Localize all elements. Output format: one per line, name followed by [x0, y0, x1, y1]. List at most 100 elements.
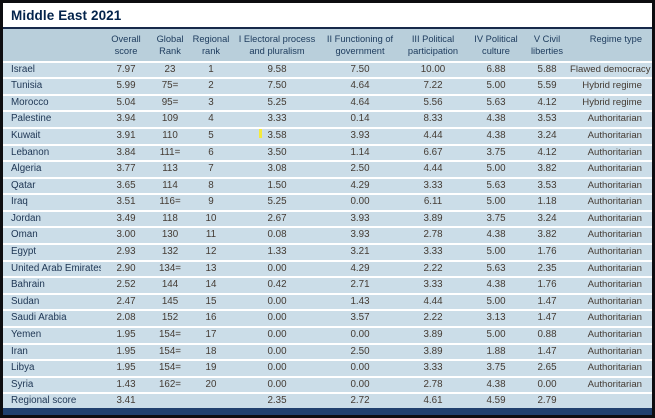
overall-cell: 2.08 [101, 309, 151, 327]
country-cell: Lebanon [3, 143, 101, 161]
regime-cell: Authoritarian [569, 292, 652, 310]
regime-cell: Authoritarian [569, 243, 652, 260]
culture-cell: 5.00 [467, 160, 525, 177]
functioning-cell: 2.72 [321, 392, 399, 409]
functioning-cell: 3.21 [321, 243, 399, 260]
participation-cell: 3.89 [399, 209, 467, 227]
table-row: Libya 1.95 154= 19 0.00 0.00 3.33 3.75 2.65 Autho… [3, 359, 652, 376]
global_rank-cell: 134= [151, 259, 189, 277]
culture-cell: 3.75 [467, 143, 525, 161]
electoral-cell: 5.25 [233, 93, 321, 111]
participation-cell: 2.78 [399, 375, 467, 393]
country-cell: Iran [3, 342, 101, 360]
global_rank-cell: 23 [151, 60, 189, 78]
country-cell: Palestine [3, 110, 101, 127]
participation-cell: 4.61 [399, 392, 467, 409]
table-row: Oman 3.00 130 11 0.08 3.93 2.78 4.38 3.82 Authori… [3, 226, 652, 244]
liberties-cell: 1.47 [525, 292, 569, 310]
regime-cell: Authoritarian [569, 259, 652, 277]
global_rank-cell: 132 [151, 243, 189, 260]
global_rank-cell: 114 [151, 176, 189, 194]
electoral-cell: 3.33 [233, 110, 321, 127]
functioning-cell: 4.29 [321, 176, 399, 194]
global_rank-cell [151, 392, 189, 409]
regional_rank-cell: 15 [189, 292, 233, 310]
regional_rank-cell: 10 [189, 209, 233, 227]
column-header-global_rank: Global Rank [151, 29, 189, 61]
country-cell: Libya [3, 359, 101, 376]
culture-cell: 3.13 [467, 309, 525, 327]
functioning-cell: 3.93 [321, 226, 399, 244]
regional_rank-cell: 1 [189, 60, 233, 78]
global_rank-cell: 113 [151, 160, 189, 177]
global_rank-cell: 95= [151, 93, 189, 111]
overall-cell: 2.52 [101, 276, 151, 293]
liberties-cell: 4.12 [525, 143, 569, 161]
table-row: Lebanon 3.84 111= 6 3.50 1.14 6.67 3.75 4.12 Auth… [3, 143, 652, 161]
electoral-cell: 0.00 [233, 292, 321, 310]
regional_rank-cell: 14 [189, 276, 233, 293]
table-row: Bahrain 2.52 144 14 0.42 2.71 3.33 4.38 1.76 Auth… [3, 276, 652, 293]
participation-cell: 3.33 [399, 243, 467, 260]
overall-cell: 2.93 [101, 243, 151, 260]
overall-cell: 3.49 [101, 209, 151, 227]
participation-cell: 3.33 [399, 359, 467, 376]
overall-cell: 3.77 [101, 160, 151, 177]
table-row: Sudan 2.47 145 15 0.00 1.43 4.44 5.00 1.47 Author… [3, 292, 652, 310]
culture-cell: 5.00 [467, 77, 525, 94]
regional_rank-cell: 11 [189, 226, 233, 244]
functioning-cell: 3.57 [321, 309, 399, 327]
electoral-cell: 0.42 [233, 276, 321, 293]
column-header-participation: III Political participation [399, 29, 467, 61]
regional_rank-cell [189, 392, 233, 409]
global_rank-cell: 116= [151, 193, 189, 210]
country-cell: Syria [3, 375, 101, 393]
culture-cell: 4.59 [467, 392, 525, 409]
country-cell: Egypt [3, 243, 101, 260]
participation-cell: 4.44 [399, 292, 467, 310]
regime-cell: Authoritarian [569, 342, 652, 360]
electoral-cell: 0.00 [233, 342, 321, 360]
country-cell: Sudan [3, 292, 101, 310]
participation-cell: 3.33 [399, 276, 467, 293]
functioning-cell: 0.00 [321, 326, 399, 343]
liberties-cell: 3.53 [525, 110, 569, 127]
culture-cell: 1.88 [467, 342, 525, 360]
country-cell: Algeria [3, 160, 101, 177]
regional_rank-cell: 13 [189, 259, 233, 277]
global_rank-cell: 152 [151, 309, 189, 327]
participation-cell: 3.33 [399, 176, 467, 194]
regional_rank-cell: 17 [189, 326, 233, 343]
liberties-cell: 1.18 [525, 193, 569, 210]
electoral-cell: 0.00 [233, 309, 321, 327]
electoral-cell: 0.00 [233, 259, 321, 277]
functioning-cell: 0.00 [321, 359, 399, 376]
overall-cell: 2.90 [101, 259, 151, 277]
table-row: Algeria 3.77 113 7 3.08 2.50 4.44 5.00 3.82 Autho… [3, 160, 652, 177]
participation-cell: 5.56 [399, 93, 467, 111]
regime-cell: Hybrid regime [569, 93, 652, 111]
overall-cell: 3.91 [101, 126, 151, 144]
liberties-cell: 3.53 [525, 176, 569, 194]
regional_rank-cell: 19 [189, 359, 233, 376]
culture-cell: 5.00 [467, 243, 525, 260]
overall-cell: 2.47 [101, 292, 151, 310]
table-row: Yemen 1.95 154= 17 0.00 0.00 3.89 5.00 0.88 Autho… [3, 326, 652, 343]
overall-cell: 5.04 [101, 93, 151, 111]
regime-cell: Authoritarian [569, 110, 652, 127]
column-header-regime: Regime type [569, 29, 652, 61]
electoral-cell: 2.35 [233, 392, 321, 409]
electoral-cell: 2.67 [233, 209, 321, 227]
country-cell: Morocco [3, 93, 101, 111]
table-row: Kuwait 3.91 110 5 3.58 3.93 4.44 4.38 3.24 Author… [3, 126, 652, 144]
liberties-cell: 1.47 [525, 309, 569, 327]
liberties-cell: 1.76 [525, 243, 569, 260]
regime-cell: Authoritarian [569, 309, 652, 327]
electoral-cell: 3.08 [233, 160, 321, 177]
culture-cell: 4.38 [467, 226, 525, 244]
electoral-cell: 1.50 [233, 176, 321, 194]
regional_rank-cell: 12 [189, 243, 233, 260]
functioning-cell: 4.29 [321, 259, 399, 277]
global_rank-cell: 118 [151, 209, 189, 227]
functioning-cell: 0.14 [321, 110, 399, 127]
